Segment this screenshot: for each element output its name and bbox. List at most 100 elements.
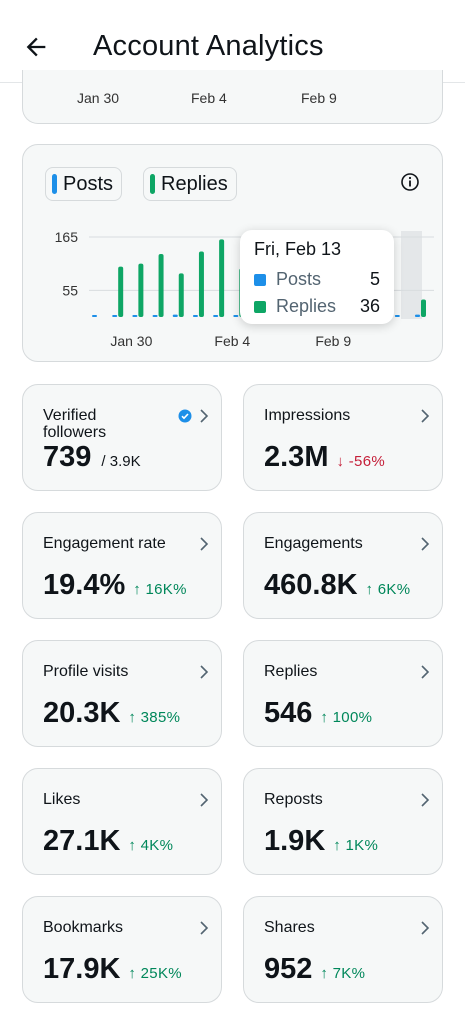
chevron-right-icon bbox=[421, 409, 430, 423]
stat-card-replies[interactable]: Replies 546 ↑ 100% bbox=[243, 640, 443, 747]
stat-value-row: 546 ↑ 100% bbox=[264, 697, 372, 730]
stat-value: 17.9K bbox=[43, 953, 121, 985]
bar-posts bbox=[415, 314, 420, 317]
stat-card-profile-visits[interactable]: Profile visits 20.3K ↑ 385% bbox=[22, 640, 222, 747]
stat-label: Likes bbox=[43, 791, 81, 808]
bar-posts bbox=[152, 315, 158, 317]
stat-label: Impressions bbox=[264, 407, 351, 424]
bar-replies bbox=[138, 263, 144, 317]
chevron-right-icon bbox=[421, 793, 430, 807]
posts-replies-chart-card: Posts Replies 165 55 Jan 30 Feb 4 Feb 9 bbox=[22, 144, 443, 362]
bar-posts bbox=[233, 315, 239, 317]
x-tick-label: Feb 4 bbox=[214, 333, 250, 349]
x-tick-label: Feb 4 bbox=[191, 90, 227, 106]
stat-card-reposts[interactable]: Reposts 1.9K ↑ 1K% bbox=[243, 768, 443, 875]
stat-delta: ↑ 7K% bbox=[320, 965, 366, 982]
bar-posts bbox=[192, 315, 198, 317]
stat-delta: ↑ 16K% bbox=[133, 581, 187, 598]
app-header: Account Analytics bbox=[0, 0, 465, 83]
bar-replies bbox=[158, 253, 164, 317]
stat-card-engagement-rate[interactable]: Engagement rate 19.4% ↑ 16K% bbox=[22, 512, 222, 619]
bar-posts bbox=[92, 315, 97, 317]
info-icon[interactable] bbox=[400, 172, 420, 192]
stat-value: 1.9K bbox=[264, 825, 326, 857]
stat-delta: ↑ 6K% bbox=[365, 581, 411, 598]
stat-value: 27.1K bbox=[43, 825, 121, 857]
stat-delta: ↑ 100% bbox=[320, 709, 373, 726]
stat-card-verified-followers[interactable]: Verified followers 739 / 3.9K bbox=[22, 384, 222, 491]
page-title: Account Analytics bbox=[93, 30, 324, 62]
legend-swatch bbox=[150, 174, 155, 194]
bar-replies bbox=[219, 239, 225, 317]
top-chart-card-partial: Jan 30 Feb 4 Feb 9 bbox=[22, 70, 443, 124]
chevron-right-icon bbox=[200, 793, 209, 807]
stat-value: 460.8K bbox=[264, 569, 358, 601]
stat-value-row: 952 ↑ 7K% bbox=[264, 953, 365, 986]
stat-value-row: 739 / 3.9K bbox=[43, 441, 141, 474]
chevron-right-icon bbox=[421, 665, 430, 679]
chart-tooltip: Fri, Feb 13 Posts 5 Replies 36 bbox=[240, 230, 394, 324]
chevron-right-icon bbox=[421, 921, 430, 935]
chevron-right-icon bbox=[200, 537, 209, 551]
legend-label: Posts bbox=[63, 172, 114, 195]
legend-label: Replies bbox=[161, 172, 228, 195]
stat-value-row: 20.3K ↑ 385% bbox=[43, 697, 180, 730]
stat-delta: ↑ 25K% bbox=[128, 965, 182, 982]
chevron-right-icon bbox=[200, 921, 209, 935]
bar-replies bbox=[198, 251, 204, 317]
chevron-right-icon bbox=[200, 665, 209, 679]
bar-replies bbox=[178, 273, 184, 317]
legend-toggle-replies[interactable]: Replies bbox=[143, 167, 237, 201]
tooltip-row-posts: Posts 5 bbox=[254, 266, 380, 293]
stat-value: 19.4% bbox=[43, 569, 126, 601]
stat-value-row: 460.8K ↑ 6K% bbox=[264, 569, 410, 602]
stat-value-row: 2.3M ↓ -56% bbox=[264, 441, 385, 474]
x-tick-label: Jan 30 bbox=[110, 333, 152, 349]
stat-card-bookmarks[interactable]: Bookmarks 17.9K ↑ 25K% bbox=[22, 896, 222, 1003]
hover-highlight bbox=[401, 231, 422, 319]
stat-value-row: 1.9K ↑ 1K% bbox=[264, 825, 378, 858]
tooltip-row-replies: Replies 36 bbox=[254, 293, 380, 320]
tooltip-value: 5 bbox=[369, 269, 380, 289]
legend-swatch bbox=[52, 174, 57, 194]
y-tick-label: 165 bbox=[55, 229, 79, 245]
stat-card-likes[interactable]: Likes 27.1K ↑ 4K% bbox=[22, 768, 222, 875]
bar-posts bbox=[172, 314, 178, 317]
stat-label: Engagement rate bbox=[43, 535, 166, 552]
stat-delta: ↓ -56% bbox=[336, 453, 385, 470]
replies-swatch bbox=[254, 300, 266, 313]
stat-value: 546 bbox=[264, 697, 313, 729]
tooltip-label: Posts bbox=[276, 269, 322, 289]
posts-swatch bbox=[254, 273, 266, 286]
stat-label: Bookmarks bbox=[43, 919, 124, 936]
stat-label: Engagements bbox=[264, 535, 363, 552]
stat-value: 952 bbox=[264, 953, 313, 985]
bar-replies bbox=[118, 266, 124, 317]
bar-posts bbox=[132, 315, 138, 317]
stat-value: 20.3K bbox=[43, 697, 121, 729]
chevron-right-icon bbox=[421, 537, 430, 551]
stat-label: Profile visits bbox=[43, 663, 129, 680]
legend-toggle-posts[interactable]: Posts bbox=[45, 167, 123, 201]
tooltip-date: Fri, Feb 13 bbox=[254, 239, 342, 259]
y-tick-label: 55 bbox=[62, 282, 78, 298]
stat-card-shares[interactable]: Shares 952 ↑ 7K% bbox=[243, 896, 443, 1003]
stat-value-row: 27.1K ↑ 4K% bbox=[43, 825, 173, 858]
stat-card-engagements[interactable]: Engagements 460.8K ↑ 6K% bbox=[243, 512, 443, 619]
stat-delta: ↑ 1K% bbox=[333, 837, 379, 854]
x-tick-label: Feb 9 bbox=[301, 90, 337, 106]
bar-posts bbox=[394, 315, 400, 317]
x-tick-label: Feb 9 bbox=[315, 333, 351, 349]
stat-label: Verified followers bbox=[43, 407, 107, 441]
back-arrow-icon[interactable] bbox=[22, 33, 50, 61]
tooltip-value: 36 bbox=[359, 296, 380, 316]
bar-replies bbox=[421, 299, 426, 317]
chevron-right-icon bbox=[200, 409, 209, 423]
stat-value-row: 17.9K ↑ 25K% bbox=[43, 953, 182, 986]
x-tick-label: Jan 30 bbox=[77, 90, 120, 106]
stat-delta: ↑ 385% bbox=[128, 709, 181, 726]
stat-delta: ↑ 4K% bbox=[128, 837, 174, 854]
stat-card-impressions[interactable]: Impressions 2.3M ↓ -56% bbox=[243, 384, 443, 491]
bar-posts bbox=[112, 315, 118, 317]
stat-label: Shares bbox=[264, 919, 315, 936]
